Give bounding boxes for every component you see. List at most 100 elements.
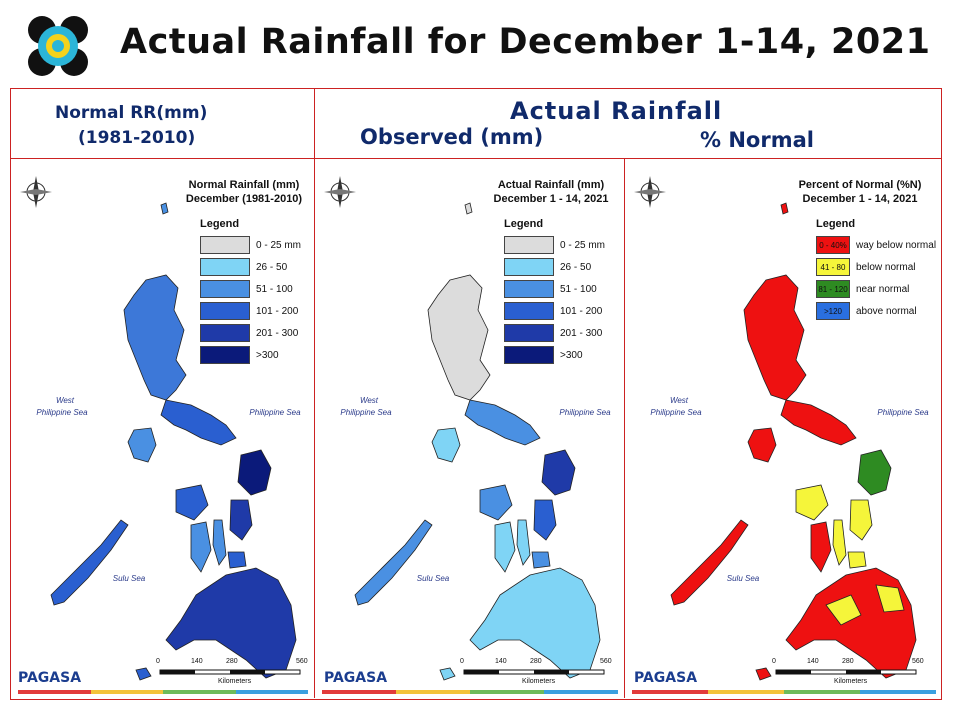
island-batanes <box>780 202 789 215</box>
scale-tick-label: 560 <box>600 658 612 665</box>
legend-swatch <box>200 346 250 364</box>
scale-tick-label: 0 <box>772 658 776 665</box>
island-bohol <box>227 551 247 569</box>
island-mindanao <box>165 567 297 679</box>
legend-swatch: 0 - 40% <box>816 236 850 254</box>
island-mindoro <box>431 427 461 463</box>
pagasa-wordmark: PAGASA <box>634 670 698 686</box>
legend-swatch <box>200 302 250 320</box>
percent-header: % Normal <box>700 128 814 152</box>
legend-item: 0 - 25 mm <box>504 236 605 254</box>
legend-label: 201 - 300 <box>560 327 603 339</box>
legend-item: 26 - 50 <box>200 258 287 276</box>
sea-label-sulu: Sulu Sea <box>416 574 450 583</box>
scale-tick-label: 280 <box>530 658 542 665</box>
sea-label-sulu: Sulu Sea <box>112 574 146 583</box>
island-batanes <box>160 202 169 215</box>
island-batanes <box>464 202 473 215</box>
legend-item: 101 - 200 <box>200 302 298 320</box>
legend-label: above normal <box>856 305 917 317</box>
scale-bar <box>159 669 301 675</box>
island-leyte <box>849 499 873 541</box>
island-sulu <box>135 667 152 681</box>
legend-swatch <box>200 236 250 254</box>
map-svg <box>324 176 605 681</box>
header-divider <box>10 158 942 159</box>
legend-label: near normal <box>856 283 910 295</box>
island-leyte <box>533 499 557 541</box>
scale-unit: Kilometers <box>522 678 556 685</box>
maps-frame <box>10 88 942 700</box>
legend-label: >300 <box>560 349 583 361</box>
pagasa-wordmark: PAGASA <box>18 670 82 686</box>
legend-label: 101 - 200 <box>560 305 603 317</box>
legend-label: 26 - 50 <box>560 261 592 273</box>
legend-swatch: 81 - 120 <box>816 280 850 298</box>
footer-stripe <box>396 690 470 694</box>
island-southLuzon <box>160 399 237 446</box>
scale-tick-label: 560 <box>296 658 308 665</box>
legend-item: 201 - 300 <box>504 324 602 342</box>
sea-label-west: West <box>359 396 379 405</box>
legend-title: Legend <box>816 218 856 230</box>
legend-swatch <box>504 236 554 254</box>
map-title-line1: Percent of Normal (%N) <box>798 179 922 191</box>
sea-label-sulu: Sulu Sea <box>726 574 760 583</box>
footer-stripe <box>544 690 618 694</box>
legend-swatch: >120 <box>816 302 850 320</box>
legend-swatch <box>504 346 554 364</box>
legend-label: 0 - 25 mm <box>256 239 302 251</box>
scale-tick-label: 0 <box>156 658 160 665</box>
pagasa-logo <box>26 14 90 78</box>
scale-tick-label: 280 <box>842 658 854 665</box>
legend-swatch <box>504 302 554 320</box>
legend-label: below normal <box>856 261 916 273</box>
island-mindanao <box>469 567 601 679</box>
map-title-line1: Actual Rainfall (mm) <box>497 179 605 191</box>
island-bohol <box>847 551 867 569</box>
sea-label-west: West <box>669 396 689 405</box>
island-cebu <box>212 519 227 566</box>
legend-item: 0 - 40% way below normal <box>816 236 936 254</box>
legend-swatch <box>504 324 554 342</box>
column-divider-1 <box>314 88 315 160</box>
map-svg <box>20 176 301 681</box>
normal-header-line2: (1981-2010) <box>78 128 196 148</box>
island-cebu <box>832 519 847 566</box>
scale-unit: Kilometers <box>218 678 252 685</box>
sea-label-west-2: Philippine Sea <box>650 408 702 417</box>
legend-title: Legend <box>200 218 240 230</box>
scale-bar <box>463 669 605 675</box>
island-panay <box>479 484 513 521</box>
island-samar <box>541 449 576 496</box>
map-title-line1: Normal Rainfall (mm) <box>188 179 300 191</box>
island-samar <box>237 449 272 496</box>
legend-item: >300 <box>200 346 279 364</box>
legend-label: 51 - 100 <box>560 283 597 295</box>
page-title: Actual Rainfall for December 1-14, 2021 <box>120 22 931 62</box>
legend-item: 201 - 300 <box>200 324 298 342</box>
island-palawan <box>354 519 433 606</box>
island-panay <box>175 484 209 521</box>
sea-label-west: West <box>55 396 75 405</box>
scale-tick-label: 140 <box>191 658 203 665</box>
map-svg <box>634 176 917 681</box>
island-negros <box>494 521 516 573</box>
percent-normal-map: Percent of Normal (%N) December 1 - 14, 2… <box>626 160 940 698</box>
island-mindoro <box>127 427 157 463</box>
legend-item: 51 - 100 <box>200 280 293 298</box>
footer-stripe <box>784 690 860 694</box>
legend-item: 26 - 50 <box>504 258 591 276</box>
island-negros <box>810 521 832 573</box>
island-panay <box>795 484 829 521</box>
island-sulu <box>755 667 772 681</box>
actual-rainfall-map: Actual Rainfall (mm) December 1 - 14, 202… <box>316 160 622 698</box>
sea-label-west-2: Philippine Sea <box>36 408 88 417</box>
pagasa-wordmark: PAGASA <box>324 670 388 686</box>
island-leyte <box>229 499 253 541</box>
legend-item: 41 - 80 below normal <box>816 258 915 276</box>
legend-swatch: 41 - 80 <box>816 258 850 276</box>
legend-label: 201 - 300 <box>256 327 299 339</box>
island-cebu <box>516 519 531 566</box>
sea-label-east: Philippine Sea <box>877 408 929 417</box>
